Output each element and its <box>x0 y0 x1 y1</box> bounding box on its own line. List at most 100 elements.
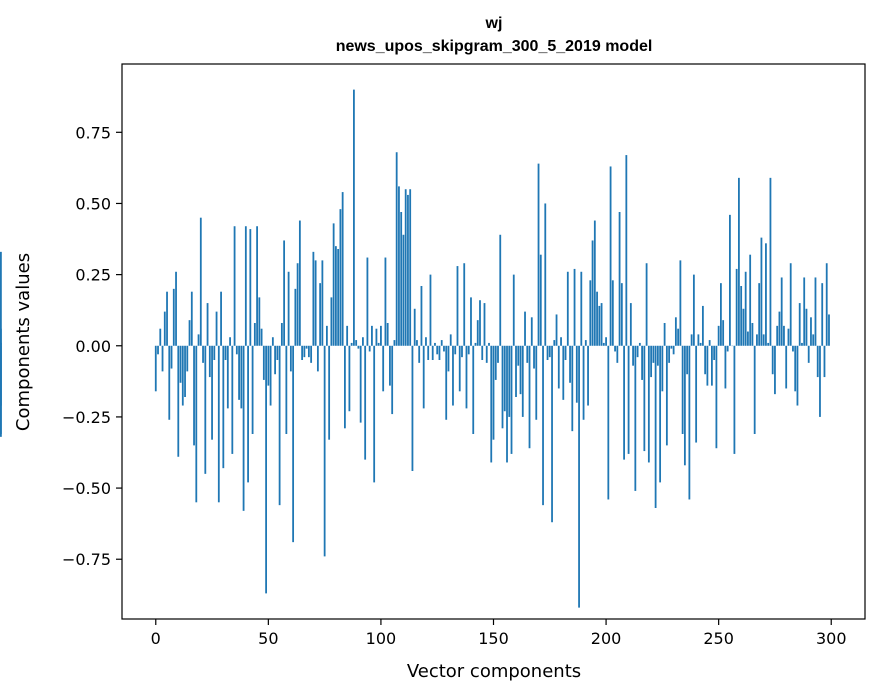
bar-8 <box>172 288 175 346</box>
bar-39 <box>242 345 245 511</box>
bar-142 <box>474 342 477 346</box>
bar-275 <box>774 345 776 395</box>
bar-43 <box>251 345 254 434</box>
bar-177 <box>553 340 556 346</box>
bar-56 <box>280 323 283 346</box>
bar-207 <box>620 283 623 346</box>
bar-76 <box>325 325 328 346</box>
bar-137 <box>463 263 466 346</box>
bar-136 <box>461 345 463 358</box>
bar-185 <box>571 345 574 432</box>
bar-51 <box>269 345 272 406</box>
bar-5 <box>166 291 168 346</box>
x-tick-label-300: 300 <box>816 629 847 648</box>
bar-42 <box>249 229 252 346</box>
bar-273 <box>769 177 772 346</box>
bar-65 <box>301 345 304 360</box>
bar-52 <box>271 337 274 346</box>
bar-164 <box>524 311 526 346</box>
bar-292 <box>812 334 815 346</box>
bar-91 <box>359 345 362 423</box>
bar-97 <box>373 345 376 483</box>
bar-10 <box>177 345 180 457</box>
bar-175 <box>548 345 551 358</box>
bar-276 <box>776 325 779 346</box>
y-axis-ticks: −0.75 −0.50 −0.25 0.00 0.25 0.50 0.75 <box>62 123 122 569</box>
bar-249 <box>715 345 718 449</box>
bar-174 <box>546 345 549 360</box>
y-tick-label-3: 0.00 <box>75 337 111 356</box>
bar-20 <box>199 217 202 346</box>
bar-93 <box>364 345 367 460</box>
bar-67 <box>305 345 308 349</box>
bar-36 <box>235 345 238 355</box>
bar-240 <box>695 345 698 443</box>
bar-112 <box>407 194 409 346</box>
bar-159 <box>512 274 515 346</box>
bar-23 <box>206 303 209 346</box>
bar-108 <box>398 186 400 346</box>
bar-40 <box>244 226 247 346</box>
bar-235 <box>683 345 686 466</box>
bar-218 <box>645 263 648 346</box>
bar-266 <box>753 345 756 434</box>
bar-146 <box>483 303 486 346</box>
bar-197 <box>598 305 601 346</box>
bar-189 <box>580 271 583 346</box>
bar-114 <box>411 345 414 471</box>
bar-152 <box>497 345 499 363</box>
bar-155 <box>503 345 506 412</box>
bar-111 <box>404 189 407 346</box>
bar-250 <box>717 325 720 346</box>
bar-228 <box>668 345 671 363</box>
bar-271 <box>765 243 767 346</box>
bar-55 <box>278 345 281 506</box>
bar-246 <box>708 340 711 346</box>
x-axis-ticks: 0 50 100 150 200 250 300 <box>151 619 847 648</box>
bar-129 <box>445 345 448 420</box>
bar-211 <box>629 303 632 346</box>
bar-28 <box>217 345 220 503</box>
bar-269 <box>760 237 763 346</box>
bar-85 <box>346 325 349 346</box>
bar-86 <box>348 345 351 412</box>
bar-214 <box>636 345 639 358</box>
bar-215 <box>638 342 641 346</box>
bar-230 <box>672 345 675 355</box>
bar-191 <box>584 340 587 346</box>
bar-22 <box>204 345 207 474</box>
bar-138 <box>465 345 468 409</box>
bar-204 <box>614 345 616 352</box>
bar-263 <box>747 331 749 346</box>
bar-4 <box>163 311 166 346</box>
bar-82 <box>339 209 342 346</box>
x-tick-label-250: 250 <box>703 629 734 648</box>
bar-11 <box>179 345 182 383</box>
bar-227 <box>665 345 668 446</box>
bar-168 <box>533 345 535 369</box>
bar-210 <box>627 345 630 454</box>
bar-89 <box>355 340 358 346</box>
bar-149 <box>490 345 493 463</box>
y-tick-label-0: −0.75 <box>62 550 111 569</box>
bar-105 <box>391 345 394 415</box>
bar-17 <box>193 345 195 446</box>
bar-165 <box>526 345 529 363</box>
bar-166 <box>528 345 531 449</box>
bar-0 <box>154 345 157 392</box>
bar-244 <box>704 345 707 375</box>
bar-252 <box>722 320 725 346</box>
bar-171 <box>539 254 542 346</box>
bar-145 <box>481 345 484 360</box>
bar-undefined <box>0 251 2 346</box>
bar-198 <box>600 303 603 346</box>
bar-19 <box>197 334 200 346</box>
bar-247 <box>711 345 713 386</box>
bar-192 <box>587 345 589 406</box>
bar-140 <box>470 297 472 346</box>
bar-141 <box>472 345 475 434</box>
bar-124 <box>434 342 436 346</box>
bar-278 <box>780 277 783 346</box>
bar-29 <box>220 291 222 346</box>
bar-21 <box>202 345 204 363</box>
